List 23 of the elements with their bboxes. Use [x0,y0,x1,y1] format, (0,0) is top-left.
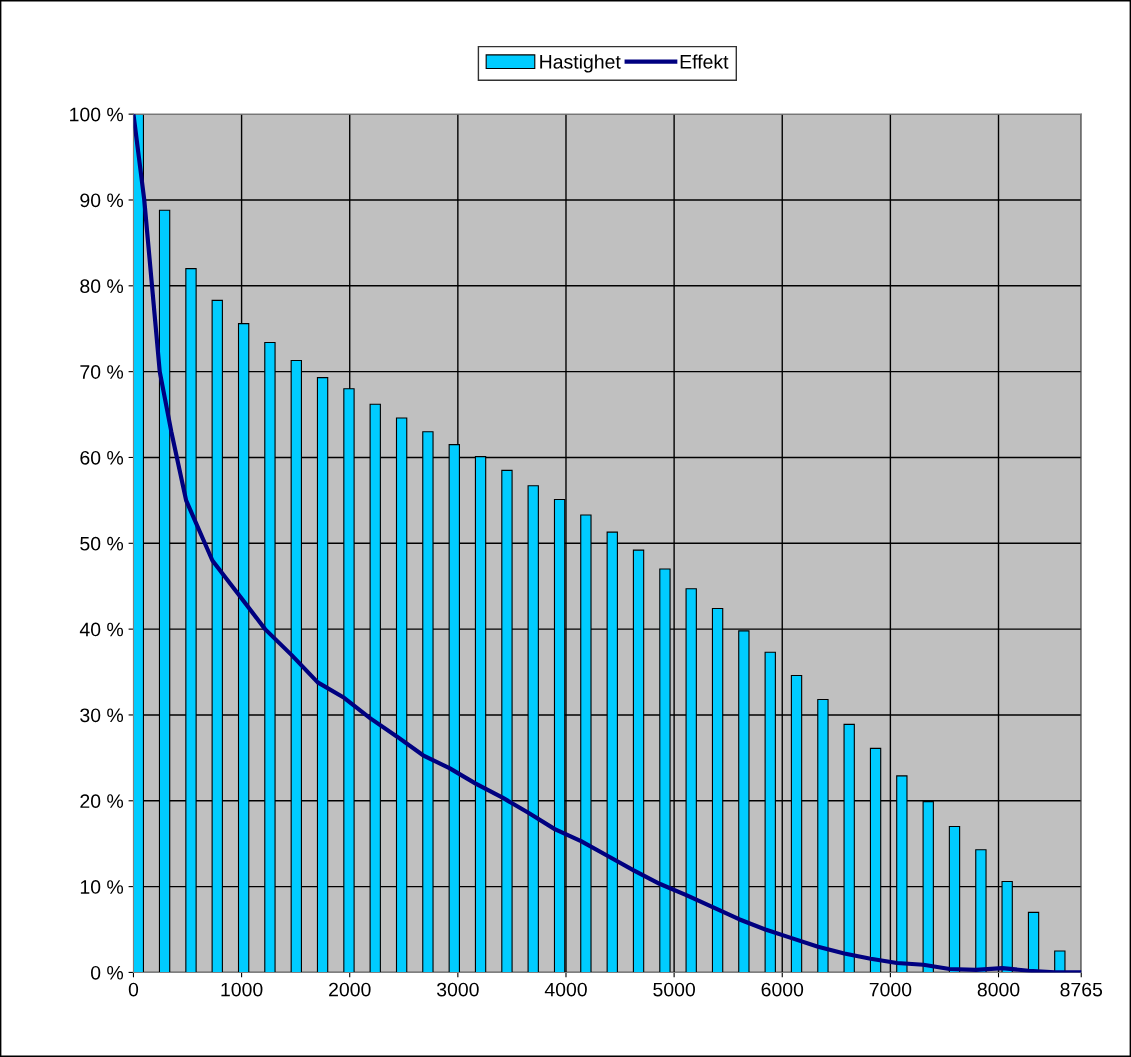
x-tick-label: 2000 [329,982,371,997]
y-tick-label: 0 % [90,965,124,980]
x-tick-label: 7000 [869,982,912,997]
y-tick-label: 60 % [80,450,124,465]
y-tick-label: 30 % [80,708,124,723]
x-tick-label: 8000 [977,982,1020,997]
y-tick-label: 10 % [80,880,124,894]
x-tick-label: 8765 [1060,982,1103,997]
y-tick-label: 80 % [80,279,124,294]
x-tick-label: 0 [128,982,139,997]
y-tick-label: 70 % [80,365,124,379]
y-tick-label: 100 % [70,107,124,122]
legend-label: Hastighet [540,54,621,73]
x-tick-label: 4000 [544,982,587,997]
y-tick-label: 90 % [80,193,124,208]
y-tick-label: 50 % [80,536,124,551]
y-tick-label: 40 % [79,622,124,637]
legend-label: Effekt [680,54,729,69]
x-tick-label: 3000 [436,982,479,997]
x-tick-label: 1000 [221,982,263,997]
x-tick-label: 6000 [761,982,804,997]
y-tick-label: 20 % [80,794,124,809]
x-tick-label: 5000 [653,982,695,997]
